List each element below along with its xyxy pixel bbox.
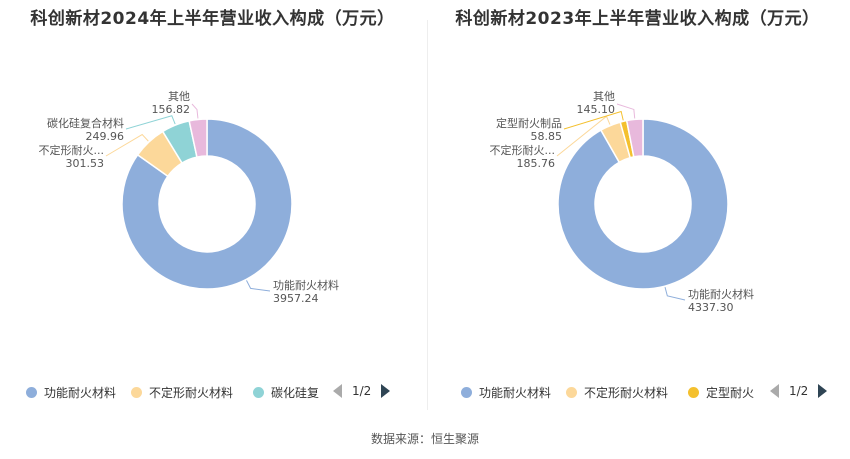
slice-label: 功能耐火材料 xyxy=(688,287,754,301)
legend-item[interactable]: 功能耐火材料 xyxy=(26,384,116,401)
legend-label: 不定形耐火材料 xyxy=(149,386,234,400)
slice-value: 145.10 xyxy=(577,103,616,116)
legend: 功能耐火材料 不定形耐火材料 碳化硅复 1/2 xyxy=(0,384,425,404)
slice-value: 249.96 xyxy=(86,130,125,143)
leader-line xyxy=(125,115,176,130)
legend-item[interactable]: 不定形耐火材料 xyxy=(131,384,233,401)
legend-label: 不定形耐火材料 xyxy=(584,386,669,400)
legend-page-number: 1/2 xyxy=(789,384,809,398)
legend-label: 碳化硅复 xyxy=(271,386,320,400)
slice-label: 其他 xyxy=(168,90,190,103)
donut-slice[interactable] xyxy=(557,118,729,290)
legend-item[interactable]: 功能耐火材料 xyxy=(461,384,551,401)
legend-label: 功能耐火材料 xyxy=(479,386,552,400)
slice-label: 碳化硅复合材料 xyxy=(47,116,124,130)
prev-page-icon[interactable] xyxy=(770,384,779,398)
slice-value: 4337.30 xyxy=(688,301,734,314)
legend-dot xyxy=(253,387,264,398)
donut-slice[interactable] xyxy=(625,118,644,158)
chart-panel-2023: 科创新材2023年上半年营业收入构成（万元） 功能耐火材料 4337.30 不定形耐… xyxy=(425,0,850,410)
slice-value: 58.85 xyxy=(531,130,563,143)
legend-dot xyxy=(688,387,699,398)
slice-value: 156.82 xyxy=(152,103,191,116)
slice-label: 功能耐火材料 xyxy=(273,278,339,292)
chart-title: 科创新材2023年上半年营业收入构成（万元） xyxy=(455,9,820,29)
legend-pager: 1/2 xyxy=(333,384,391,398)
leader-line xyxy=(616,103,636,119)
slice-value: 301.53 xyxy=(66,157,105,170)
slice-label: 不定形耐火... xyxy=(490,143,556,157)
legend-item[interactable]: 定型耐火 xyxy=(688,384,754,401)
slice-value: 3957.24 xyxy=(273,292,319,305)
next-page-icon[interactable] xyxy=(818,384,828,398)
legend-dot xyxy=(461,387,472,398)
legend-label: 定型耐火 xyxy=(706,386,755,400)
leader-line xyxy=(105,133,149,157)
leader-line xyxy=(563,110,624,130)
prev-page-icon[interactable] xyxy=(333,384,342,398)
legend-dot xyxy=(131,387,142,398)
panel-divider xyxy=(427,20,428,410)
leader-line xyxy=(191,103,199,119)
slice-label: 定型耐火制品 xyxy=(496,116,562,130)
legend-item[interactable]: 碳化硅复 xyxy=(253,384,319,401)
leader-line xyxy=(664,287,686,301)
slice-label: 其他 xyxy=(593,90,615,103)
legend-pager: 1/2 xyxy=(770,384,828,398)
slice-value: 185.76 xyxy=(517,157,556,170)
data-source: 数据来源：恒生聚源 xyxy=(370,432,479,446)
donut-slice[interactable] xyxy=(121,118,293,290)
legend-dot xyxy=(26,387,37,398)
next-page-icon[interactable] xyxy=(381,384,391,398)
chart-panel-2024: 科创新材2024年上半年营业收入构成（万元） 功能耐火材料 3957.24 不定形耐… xyxy=(0,0,425,410)
legend-label: 功能耐火材料 xyxy=(44,386,117,400)
legend: 功能耐火材料 不定形耐火材料 定型耐火 1/2 xyxy=(425,384,850,404)
leader-line xyxy=(246,280,271,292)
legend-page-number: 1/2 xyxy=(352,384,372,398)
donut-slice[interactable] xyxy=(188,118,208,158)
slice-label: 不定形耐火... xyxy=(39,143,105,157)
legend-dot xyxy=(566,387,577,398)
legend-item[interactable]: 不定形耐火材料 xyxy=(566,384,668,401)
chart-title: 科创新材2024年上半年营业收入构成（万元） xyxy=(30,9,395,29)
